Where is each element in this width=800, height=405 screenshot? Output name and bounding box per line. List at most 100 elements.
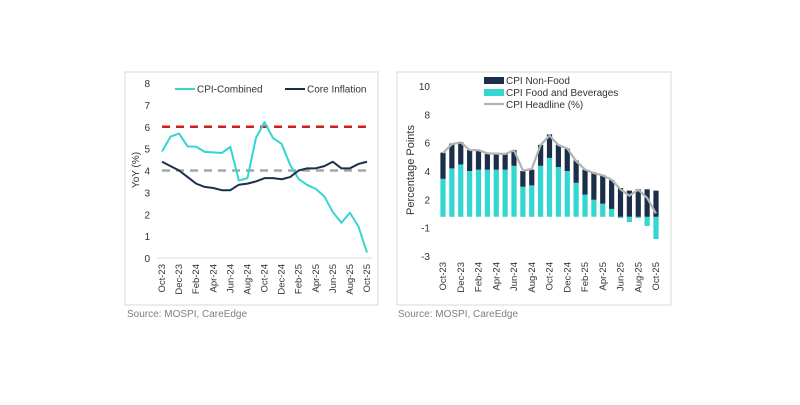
bar-food-beverages [493, 169, 499, 217]
x-tick-label: Jun-25 [616, 262, 627, 291]
bar-non-food [520, 171, 526, 187]
bar-food-beverages [644, 216, 650, 226]
x-tick-label: Feb-25 [294, 264, 305, 294]
bar-food-beverages [484, 169, 490, 217]
x-tick-label: Jun-25 [328, 264, 339, 293]
bar-food-beverages [582, 194, 588, 217]
bar-food-beverages [653, 216, 659, 239]
x-tick-label: Aug-25 [345, 264, 356, 295]
legend-label: CPI Headline (%) [506, 100, 583, 111]
right-chart-frame [396, 71, 672, 306]
y-tick-label: 8 [424, 110, 430, 121]
bar-food-beverages [564, 171, 570, 217]
bar-food-beverages [635, 216, 641, 219]
left-source: Source: MOSPI, CareEdge [127, 309, 247, 320]
right-source: Source: MOSPI, CareEdge [398, 309, 518, 320]
bar-food-beverages [609, 208, 615, 217]
bar-non-food [546, 134, 553, 158]
series-line-headline [442, 134, 657, 215]
left-chart-frame [124, 71, 379, 306]
bar-food-beverages [555, 167, 561, 217]
legend-swatch-food-beverages [484, 89, 504, 96]
y-tick-label: 7 [144, 101, 150, 112]
bar-food-beverages [511, 165, 517, 217]
y-tick-label: 2 [144, 210, 150, 221]
x-tick-label: Aug-25 [633, 262, 644, 293]
legend-label: CPI Non-Food [506, 76, 570, 87]
legend-label: CPI Food and Beverages [506, 88, 618, 99]
bar-food-beverages [538, 165, 544, 217]
y-tick-label: 5 [144, 145, 150, 156]
bar-food-beverages [458, 164, 464, 217]
bar-non-food [635, 189, 641, 217]
bar-food-beverages [475, 169, 482, 217]
bar-food-beverages [502, 169, 508, 217]
bar-food-beverages [600, 203, 606, 217]
legend-label: Core Inflation [307, 85, 366, 96]
bar-food-beverages [546, 157, 553, 217]
y-tick-label: 6 [424, 139, 430, 150]
bar-non-food [475, 150, 482, 170]
legend-swatch-non-food [484, 77, 504, 84]
y-axis-label: YoY (%) [131, 152, 142, 188]
y-tick-label: 3 [144, 188, 150, 199]
bar-non-food [609, 180, 615, 209]
bar-non-food [449, 143, 455, 169]
x-tick-label: Oct-23 [157, 264, 168, 293]
bar-food-beverages [573, 182, 579, 217]
x-tick-label: Apr-25 [598, 262, 609, 291]
x-tick-label: Aug-24 [242, 264, 253, 295]
y-tick-label: 1 [144, 232, 150, 243]
x-tick-label: Feb-24 [191, 264, 202, 294]
bar-non-food [484, 154, 490, 170]
bar-non-food [529, 169, 535, 186]
bar-non-food [458, 142, 464, 165]
y-tick-label: 4 [144, 167, 150, 178]
bar-non-food [582, 169, 588, 195]
bar-non-food [564, 148, 570, 171]
x-tick-label: Dec-24 [562, 262, 573, 293]
bar-food-beverages [626, 216, 632, 222]
series-line-1 [161, 160, 368, 192]
y-tick-label: -1 [421, 224, 430, 235]
y-axis-label: Percentage Points [405, 125, 417, 215]
x-tick-label: Dec-23 [456, 262, 467, 293]
bar-non-food [591, 172, 597, 200]
bar-non-food [440, 152, 446, 179]
y-tick-label: 10 [419, 82, 431, 93]
bar-non-food [538, 144, 544, 166]
bar-food-beverages [617, 216, 624, 219]
x-tick-label: Dec-24 [277, 264, 288, 295]
y-tick-label: 6 [144, 123, 150, 134]
bar-non-food [493, 154, 499, 170]
y-tick-label: 4 [424, 167, 430, 178]
bar-food-beverages [520, 186, 526, 217]
x-tick-label: Jun-24 [225, 264, 236, 293]
bar-non-food [617, 188, 624, 217]
x-tick-label: Apr-25 [311, 264, 322, 293]
x-tick-label: Oct-24 [545, 262, 556, 291]
x-tick-label: Apr-24 [491, 262, 502, 291]
y-tick-label: 2 [424, 195, 430, 206]
bar-food-beverages [449, 168, 455, 217]
bar-food-beverages [591, 199, 597, 217]
bar-non-food [644, 189, 650, 217]
x-tick-label: Dec-23 [174, 264, 185, 295]
x-tick-label: Oct-25 [362, 264, 373, 293]
x-tick-label: Feb-24 [474, 262, 485, 292]
bar-non-food [573, 160, 579, 183]
x-tick-label: Feb-25 [580, 262, 591, 292]
x-tick-label: Oct-23 [438, 262, 449, 291]
bar-food-beverages [440, 178, 446, 217]
bar-non-food [653, 190, 659, 217]
x-tick-label: Apr-24 [208, 264, 219, 293]
bar-food-beverages [529, 185, 535, 217]
x-tick-label: Jun-24 [509, 262, 520, 291]
y-tick-label: 8 [144, 79, 150, 90]
y-tick-label: 0 [144, 254, 150, 265]
bar-non-food [467, 150, 473, 171]
x-tick-label: Aug-24 [527, 262, 538, 293]
series-line-0 [161, 121, 368, 253]
bar-food-beverages [467, 171, 473, 217]
